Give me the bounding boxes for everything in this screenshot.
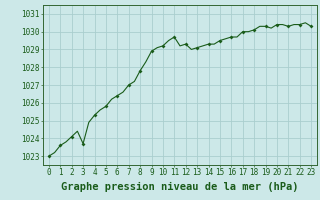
X-axis label: Graphe pression niveau de la mer (hPa): Graphe pression niveau de la mer (hPa): [61, 182, 299, 192]
